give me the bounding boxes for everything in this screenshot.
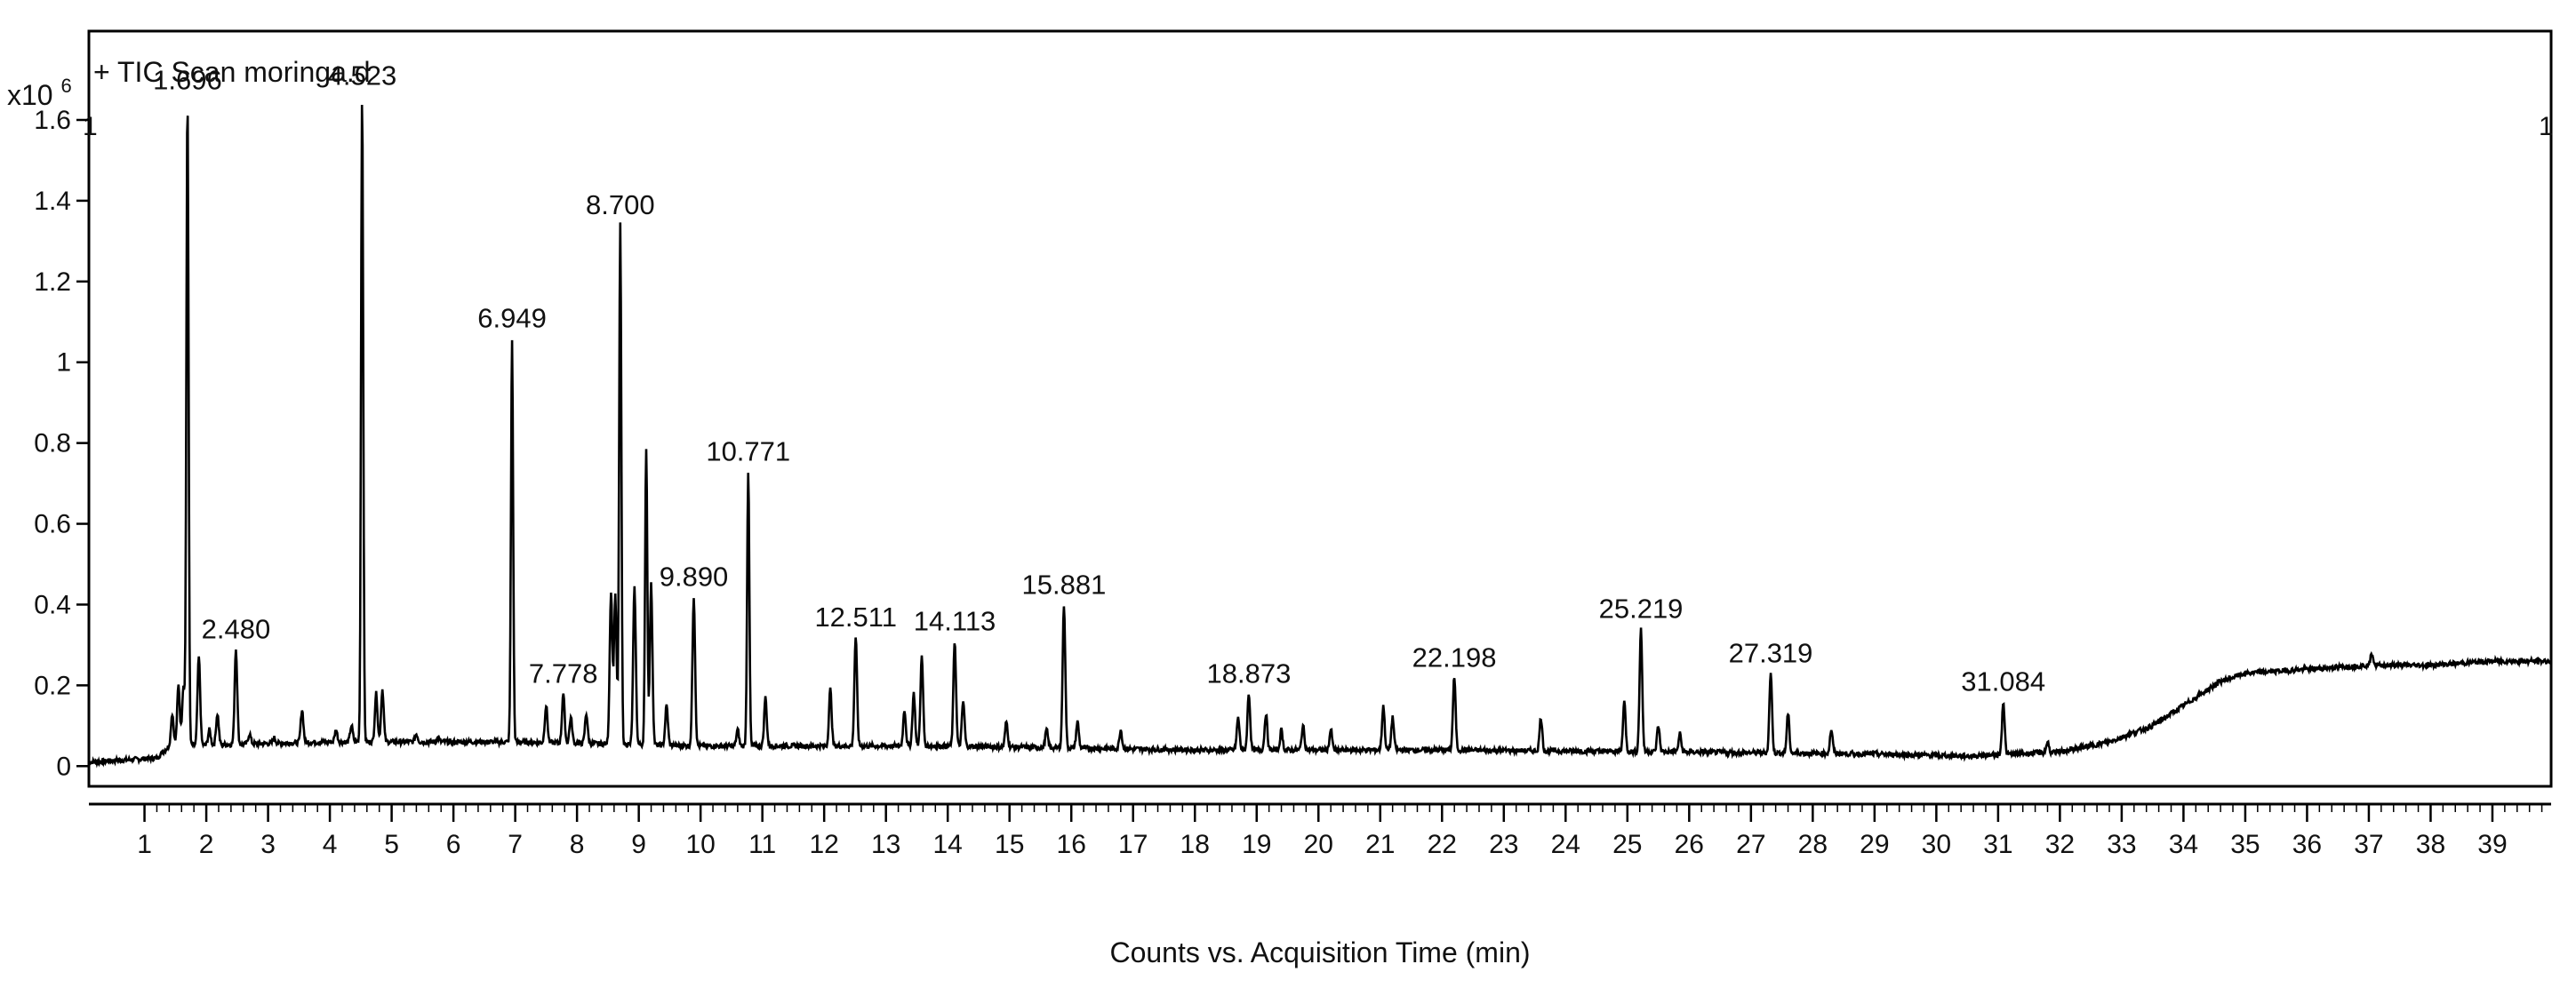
corner-marker-left: 1 bbox=[83, 112, 98, 141]
x-tick-label: 35 bbox=[2230, 830, 2260, 859]
peak-label: 9.890 bbox=[660, 561, 729, 592]
peak-label: 6.949 bbox=[477, 302, 547, 333]
peak-label: 18.873 bbox=[1207, 657, 1292, 689]
y-tick-label: 0.2 bbox=[34, 671, 71, 700]
peak-label: 7.778 bbox=[529, 657, 598, 689]
x-tick-label: 34 bbox=[2169, 830, 2198, 859]
y-multiplier-base: x10 bbox=[7, 79, 53, 111]
peak-labels: 1.696 2.480 4.523 6.949 7.778 8.700 9.890 10.77… bbox=[153, 60, 2045, 697]
x-tick-label: 31 bbox=[1983, 830, 2012, 859]
peak-label: 31.084 bbox=[1961, 666, 2045, 697]
peak-label: 14.113 bbox=[914, 605, 996, 636]
peak-label: 15.881 bbox=[1022, 569, 1107, 600]
x-tick-label: 9 bbox=[631, 830, 646, 859]
tic-trace-line bbox=[88, 104, 2552, 769]
x-tick-label: 27 bbox=[1736, 830, 1765, 859]
y-tick-label: 0.8 bbox=[34, 429, 71, 458]
x-tick-label: 13 bbox=[871, 830, 900, 859]
peak-label: 2.480 bbox=[202, 613, 271, 644]
y-multiplier-exponent: 6 bbox=[60, 75, 71, 97]
x-tick-label: 18 bbox=[1180, 830, 1210, 859]
x-tick-label: 3 bbox=[260, 830, 276, 859]
x-tick-label: 14 bbox=[933, 830, 963, 859]
x-tick-label: 15 bbox=[995, 830, 1024, 859]
peak-label: 10.771 bbox=[706, 435, 790, 466]
corner-marker-right: 1 bbox=[2539, 112, 2554, 141]
peak-label: 27.319 bbox=[1729, 638, 1813, 669]
x-tick-label: 2 bbox=[199, 830, 214, 859]
x-tick-label: 4 bbox=[323, 830, 338, 859]
y-tick-label: 0.6 bbox=[34, 510, 71, 539]
x-tick-label: 10 bbox=[685, 830, 715, 859]
peak-label: 12.511 bbox=[814, 602, 897, 633]
x-tick-label: 25 bbox=[1612, 830, 1642, 859]
x-tick-label: 28 bbox=[1798, 830, 1828, 859]
peak-label: 1.696 bbox=[153, 64, 222, 95]
x-tick-label: 7 bbox=[508, 830, 523, 859]
x-tick-label: 12 bbox=[809, 830, 838, 859]
peak-label: 4.523 bbox=[328, 60, 397, 92]
y-tick-label: 0.4 bbox=[34, 590, 71, 619]
y-axis-ticks: 0 0.2 0.4 0.6 0.8 1 1.2 1.4 1.6 bbox=[34, 106, 89, 781]
x-tick-label: 26 bbox=[1675, 830, 1704, 859]
x-tick-label: 37 bbox=[2354, 830, 2383, 859]
x-tick-label: 38 bbox=[2416, 830, 2445, 859]
y-tick-label: 1.6 bbox=[34, 106, 71, 135]
x-axis-label: Counts vs. Acquisition Time (min) bbox=[1109, 936, 1530, 968]
x-tick-label: 11 bbox=[748, 830, 776, 859]
y-tick-label: 1.4 bbox=[34, 187, 71, 216]
x-tick-label: 5 bbox=[384, 830, 399, 859]
y-multiplier: x10 6 bbox=[7, 75, 72, 111]
x-tick-label: 33 bbox=[2107, 830, 2136, 859]
tic-trace bbox=[88, 104, 2552, 769]
x-tick-label: 30 bbox=[1922, 830, 1951, 859]
x-tick-label: 36 bbox=[2292, 830, 2322, 859]
x-tick-label: 22 bbox=[1428, 830, 1457, 859]
y-tick-label: 0 bbox=[56, 752, 71, 781]
plot-frame bbox=[87, 29, 2553, 788]
peak-label: 25.219 bbox=[1599, 594, 1684, 625]
x-tick-label: 29 bbox=[1860, 830, 1889, 859]
x-tick-label: 32 bbox=[2045, 830, 2075, 859]
x-tick-label: 16 bbox=[1057, 830, 1086, 859]
x-tick-label: 39 bbox=[2477, 830, 2507, 859]
x-tick-label: 21 bbox=[1365, 830, 1395, 859]
x-tick-label: 20 bbox=[1304, 830, 1333, 859]
x-tick-label: 1 bbox=[137, 830, 152, 859]
peak-label: 8.700 bbox=[586, 189, 655, 220]
x-tick-label: 23 bbox=[1489, 830, 1518, 859]
x-tick-label: 6 bbox=[446, 830, 461, 859]
x-tick-label: 19 bbox=[1242, 830, 1271, 859]
peak-label: 22.198 bbox=[1412, 641, 1497, 673]
chart-title: + TIC Scan moringa.d bbox=[93, 56, 371, 88]
y-tick-label: 1 bbox=[56, 348, 71, 378]
x-tick-label: 8 bbox=[570, 830, 585, 859]
y-tick-label: 1.2 bbox=[34, 267, 71, 297]
x-tick-label: 17 bbox=[1118, 830, 1148, 859]
x-tick-label: 24 bbox=[1551, 830, 1580, 859]
x-axis-ticks: 1 2 3 4 5 6 7 8 9 10 11 12 13 14 15 16 17 18 19 20 21 22 23 24 2… bbox=[137, 804, 2543, 859]
